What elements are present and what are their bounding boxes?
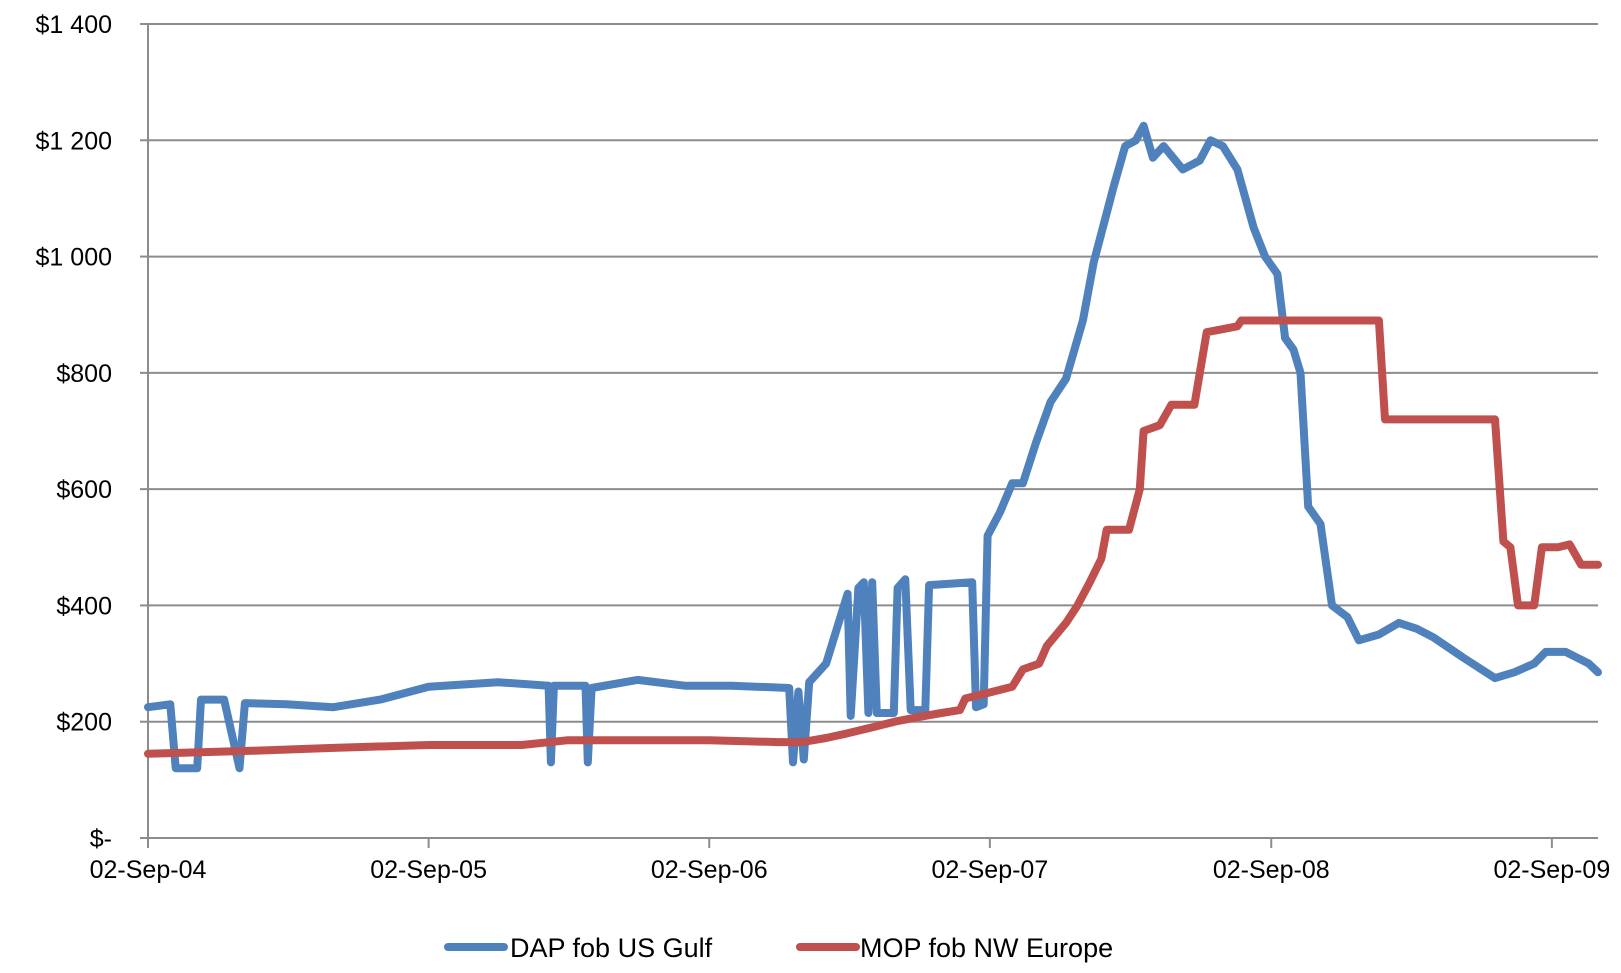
x-tick-label: 02-Sep-09 (1493, 856, 1610, 884)
y-tick-label: $- (90, 825, 112, 853)
x-tick-label: 02-Sep-05 (370, 856, 487, 884)
y-tick-label: $200 (56, 709, 112, 737)
legend-label-0: DAP fob US Gulf (510, 933, 713, 963)
y-tick-label: $1 200 (36, 127, 112, 155)
series-line-1 (144, 316, 1602, 758)
y-tick-label: $1 400 (36, 11, 112, 39)
y-tick-label: $600 (56, 476, 112, 504)
y-tick-label: $800 (56, 360, 112, 388)
y-tick-label: $400 (56, 592, 112, 620)
axes (140, 23, 1598, 848)
gridlines (148, 23, 1598, 723)
y-tick-label: $1 000 (36, 244, 112, 272)
x-tick-labels: 02-Sep-04 02-Sep-05 02-Sep-06 02-Sep-07 02-S… (90, 856, 1611, 884)
x-tick-label: 02-Sep-08 (1213, 856, 1330, 884)
series-line-0 (144, 121, 1602, 773)
y-tick-labels: $- $200 $400 $600 $800 $1 000 $1 200 $1 400 (36, 11, 112, 853)
series-lines (144, 121, 1602, 773)
legend-label-1: MOP fob NW Europe (860, 933, 1113, 963)
legend: DAP fob US Gulf MOP fob NW Europe (444, 933, 1113, 963)
x-tick-label: 02-Sep-04 (90, 856, 207, 884)
x-tick-label: 02-Sep-06 (651, 856, 768, 884)
x-tick-label: 02-Sep-07 (931, 856, 1048, 884)
